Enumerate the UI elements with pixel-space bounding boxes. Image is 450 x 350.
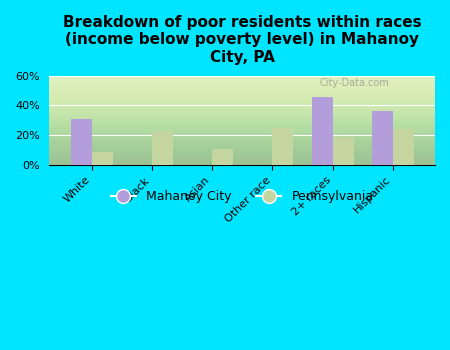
Bar xyxy=(311,97,333,165)
Bar xyxy=(372,111,393,165)
Bar xyxy=(333,137,354,165)
Bar xyxy=(71,119,92,165)
Bar xyxy=(272,128,293,165)
Title: Breakdown of poor residents within races
(income below poverty level) in Mahanoy: Breakdown of poor residents within races… xyxy=(63,15,422,65)
Bar xyxy=(212,149,233,165)
Legend: Mahanoy City, Pennsylvania: Mahanoy City, Pennsylvania xyxy=(106,185,378,208)
Bar xyxy=(92,152,112,165)
Bar xyxy=(152,131,173,165)
Bar xyxy=(393,129,414,165)
Text: City-Data.com: City-Data.com xyxy=(320,78,389,89)
